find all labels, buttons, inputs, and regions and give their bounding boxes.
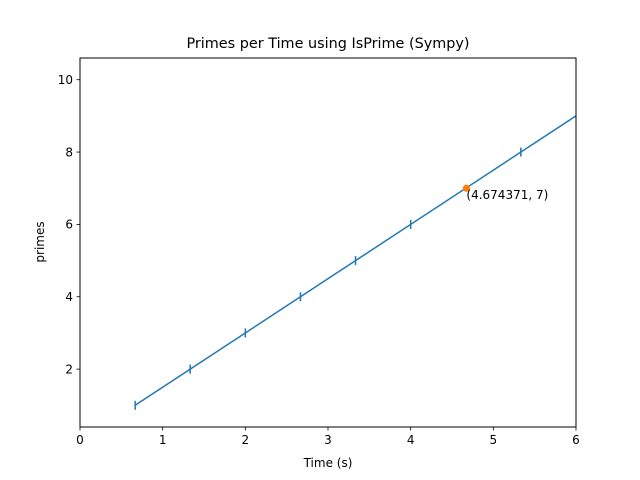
y-tick-label: 4 bbox=[65, 290, 73, 304]
y-axis-label: primes bbox=[33, 221, 47, 262]
y-tick-label: 10 bbox=[58, 73, 73, 87]
y-tick-label: 6 bbox=[65, 218, 73, 232]
x-tick-label: 1 bbox=[159, 433, 167, 447]
point-annotation: (4.674371, 7) bbox=[466, 188, 548, 202]
x-tick-label: 2 bbox=[242, 433, 250, 447]
x-axis-label: Time (s) bbox=[303, 456, 353, 470]
chart-title: Primes per Time using IsPrime (Sympy) bbox=[186, 36, 469, 52]
y-tick-label: 2 bbox=[65, 362, 73, 376]
x-tick-label: 0 bbox=[76, 433, 84, 447]
y-axis: 2 4 6 8 10 bbox=[58, 73, 80, 376]
x-axis: 0 1 2 3 4 5 6 bbox=[76, 427, 580, 447]
x-tick-label: 4 bbox=[407, 433, 415, 447]
highlight-point bbox=[462, 184, 471, 192]
x-tick-label: 6 bbox=[572, 433, 580, 447]
x-tick-label: 5 bbox=[490, 433, 498, 447]
x-tick-label: 3 bbox=[324, 433, 332, 447]
y-tick-label: 8 bbox=[65, 145, 73, 159]
plot-area bbox=[134, 115, 576, 410]
